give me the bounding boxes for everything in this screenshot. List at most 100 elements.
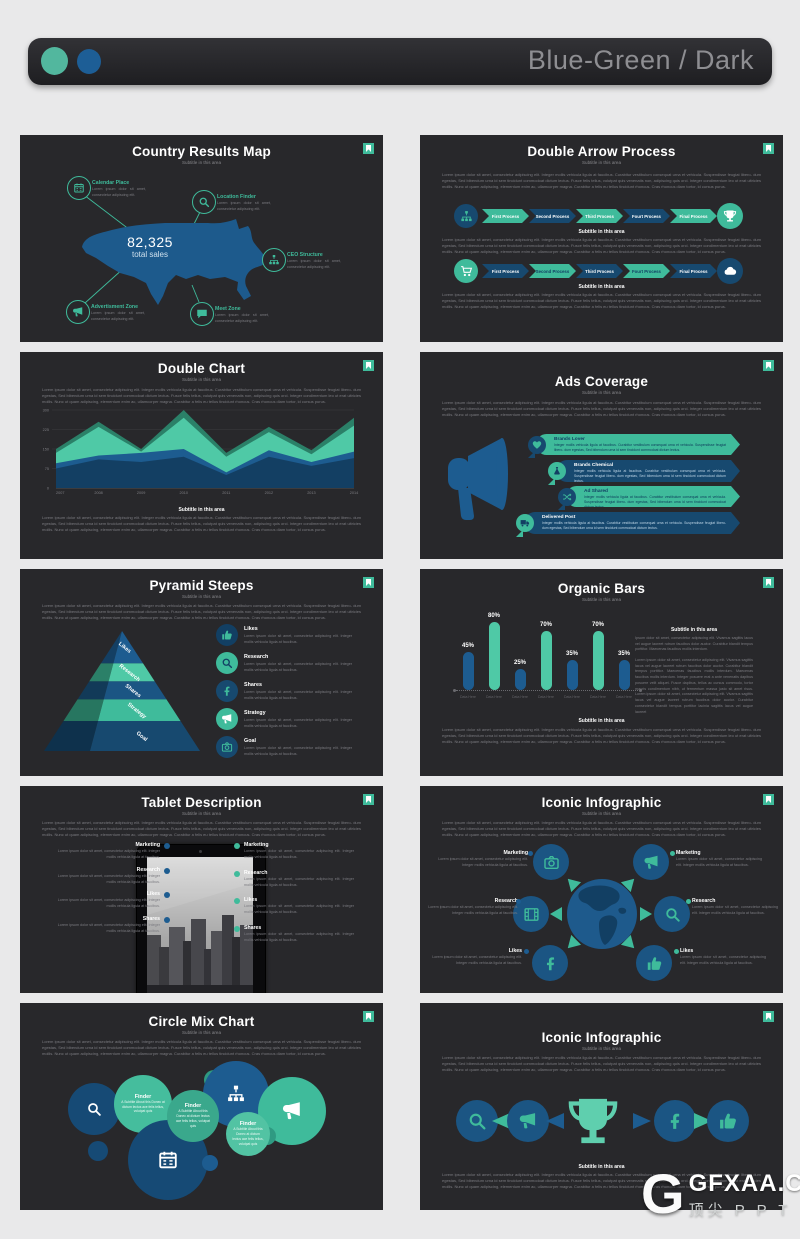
finder-text: A Subtitle About this Donec at dictum le… xyxy=(232,1127,264,1146)
bookmark-icon xyxy=(363,1011,374,1022)
slides-grid: Country Results Map Subtitle in this are… xyxy=(20,135,783,1210)
film-icon xyxy=(523,906,540,923)
slide-tablet-description: Tablet Description Subtitle in this area… xyxy=(20,786,383,993)
camera-icon xyxy=(221,741,233,753)
bookmark-icon xyxy=(763,360,774,371)
arrow-right-blue xyxy=(633,1113,651,1129)
callout-label: Advertisment Zone xyxy=(91,304,138,310)
pyramid-list-thumb xyxy=(216,624,238,646)
finder-circle: Finder A Subtitle About this Donec at dic… xyxy=(226,1112,270,1156)
process-step-label: Final Process xyxy=(679,213,708,219)
search-icon xyxy=(221,657,233,669)
globe-megaphone xyxy=(633,844,669,880)
slide-title: Country Results Map xyxy=(132,144,271,159)
banner-tail xyxy=(548,478,555,485)
bar-value: 45% xyxy=(461,642,474,649)
ad-banner-text: Integer mollis vehicula ligula at faucib… xyxy=(542,521,726,530)
tablet-left-label: Marketing xyxy=(135,842,160,848)
bar-category: Data Here xyxy=(486,695,502,699)
ad-banner: Brands Chemical Integer mollis vehicula l… xyxy=(556,460,740,482)
side-paragraph: Ipsum dolor sit amet, consectetur adipis… xyxy=(635,636,753,652)
globe-left-label: Likes xyxy=(508,948,522,954)
globe-right-text: Lorem ipsum dolor sit amet, consectetur … xyxy=(680,955,766,965)
slide-subtitle: Subtitle in this area xyxy=(181,1030,222,1035)
globe-right-dot xyxy=(686,899,691,904)
banner-tail xyxy=(528,451,535,458)
slide-title: Tablet Description xyxy=(141,795,262,810)
bar xyxy=(462,651,474,690)
finder-title: Finder xyxy=(134,1093,152,1100)
process-step: Fourt Process xyxy=(623,209,670,223)
finder-text: A Subtitle About this Donec at dictum le… xyxy=(175,1109,211,1128)
flask-icon xyxy=(552,466,562,476)
bookmark-icon xyxy=(763,577,774,588)
svg-text:2011: 2011 xyxy=(222,491,230,495)
search-icon xyxy=(664,906,681,923)
bookmark-icon xyxy=(363,360,374,371)
watermark-text: GFXAA.COM xyxy=(688,1170,800,1197)
shuffle-icon xyxy=(562,492,572,502)
body-paragraph: Lorem ipsum dolor sit amet, consectetur … xyxy=(442,727,761,745)
svg-text:2013: 2013 xyxy=(307,491,315,495)
baseline-right-dot xyxy=(639,688,642,692)
process-step: Third Process xyxy=(576,209,623,223)
tablet-right-dot xyxy=(234,898,240,904)
watermark: G GFXAA.COM 顶尖 P P T xyxy=(641,1166,800,1222)
trophy-row-megaphone xyxy=(507,1100,549,1142)
process-step: Final Process xyxy=(670,209,717,223)
bar-category: Data Here xyxy=(460,695,476,699)
ad-banner-heart xyxy=(528,435,546,454)
calendar-icon xyxy=(73,182,85,194)
process-step-label: Second Process xyxy=(535,213,570,219)
ad-banner-title: Brands Chemical xyxy=(574,463,614,468)
process-end xyxy=(717,258,743,284)
pyramid-list-text: Lorem ipsum dolor sit amet, consectetur … xyxy=(244,690,352,700)
trophy-row-thumb xyxy=(707,1100,749,1142)
tablet-right-text: Lorem ipsum dolor sit amet, consectetur … xyxy=(244,904,354,914)
slide-subtitle: Subtitle in this area xyxy=(181,594,222,599)
process-step-label: Second Process xyxy=(535,268,570,274)
tablet-left-dot xyxy=(164,892,170,898)
process-end xyxy=(717,203,743,229)
bookmark-icon xyxy=(363,143,374,154)
cloud-icon xyxy=(723,264,737,278)
slide-title: Circle Mix Chart xyxy=(148,1014,255,1029)
bar-value: 70% xyxy=(591,621,604,628)
bar-category: Data Here xyxy=(538,695,554,699)
trophy-row-facebook xyxy=(654,1100,696,1142)
slide-title: Iconic Infographic xyxy=(541,1030,662,1045)
theme-header-bar: Blue-Green / Dark xyxy=(28,38,772,85)
bar-category: Data Here xyxy=(590,695,606,699)
finder-circle: Finder A Subtitle About this Donec at dic… xyxy=(114,1075,172,1133)
bar-value: 35% xyxy=(565,651,578,658)
cart-icon xyxy=(460,265,473,278)
slide-pyramid-steeps: Pyramid Steeps Subtitle in this area Lor… xyxy=(20,569,383,776)
body-paragraph: Lorem ipsum dolor sit amet, consectetur … xyxy=(42,515,361,533)
megaphone-icon xyxy=(281,1100,303,1122)
facebook-icon xyxy=(221,685,233,697)
tablet-left-text: Lorem ipsum dolor sit amet, consectetur … xyxy=(57,898,160,908)
section-subtitle: Subtitle in this area xyxy=(578,284,625,290)
callout-search xyxy=(192,190,216,214)
bookmark-icon xyxy=(763,1011,774,1022)
calendar-icon xyxy=(157,1149,179,1171)
callout-label: CEO Structure xyxy=(287,252,323,258)
section-subtitle: Subtitle in this area xyxy=(178,507,225,513)
finder-title: Finder xyxy=(239,1121,257,1128)
bar-category: Data Here xyxy=(616,695,632,699)
bookmark-icon xyxy=(363,577,374,588)
sitemap-icon xyxy=(268,254,280,266)
section-subtitle: Subtitle in this area xyxy=(578,718,625,724)
tablet-right-label: Shares xyxy=(244,925,262,931)
pyramid-list-label: Shares xyxy=(244,682,262,688)
ad-banner-text: Integer mollis vehicula ligula at faucib… xyxy=(584,495,726,509)
slide-subtitle: Subtitle in this area xyxy=(581,390,622,395)
tablet-right-label: Likes xyxy=(244,897,258,903)
callout-chat xyxy=(190,302,214,326)
globe-search xyxy=(654,896,690,932)
tablet-left-text: Lorem ipsum dolor sit amet, consectetur … xyxy=(57,923,160,933)
body-paragraph: Lorem ipsum dolor sit amet, consectetur … xyxy=(42,603,361,621)
process-step-label: Third Process xyxy=(585,268,614,274)
tablet-left-dot xyxy=(164,843,170,849)
